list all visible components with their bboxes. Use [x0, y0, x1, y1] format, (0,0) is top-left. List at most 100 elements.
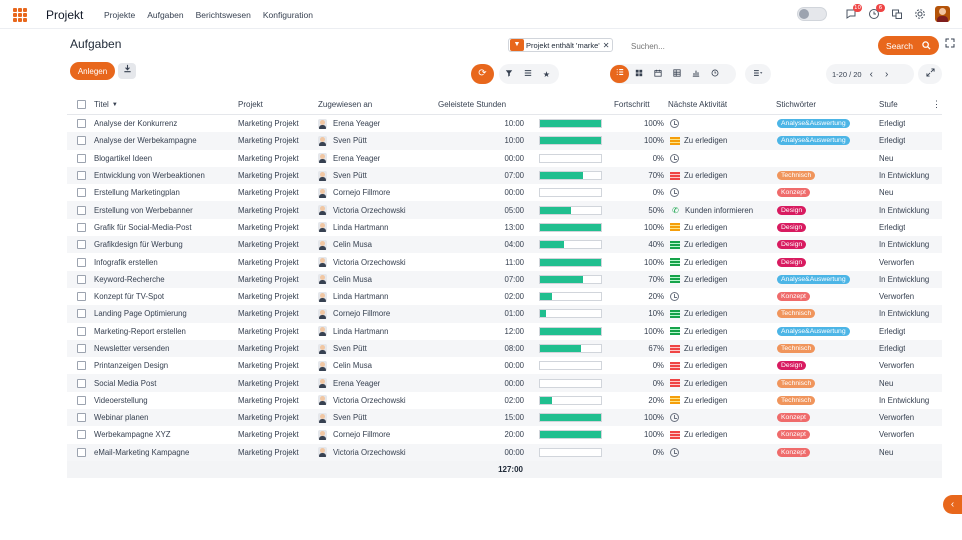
dark-mode-toggle[interactable] — [797, 7, 827, 21]
next-activity[interactable]: Zu erledigen — [670, 236, 727, 253]
row-checkbox[interactable] — [77, 357, 86, 374]
row-checkbox[interactable] — [77, 236, 86, 253]
column-header-tags[interactable]: Stichwörter — [776, 100, 817, 109]
task-title[interactable]: Landing Page Optimierung — [94, 309, 187, 319]
optional-columns-toggle[interactable] — [745, 64, 771, 84]
table-row[interactable]: Grafik für Social-Media-Post Marketing Pr… — [67, 219, 942, 236]
task-title[interactable]: eMail-Marketing Kampagne — [94, 447, 190, 457]
table-row[interactable]: Videoerstellung Marketing Projekt Victoria… — [67, 392, 942, 409]
next-activity[interactable]: Zu erledigen — [670, 426, 727, 443]
column-options-icon[interactable]: ⋮ — [932, 99, 941, 109]
row-checkbox[interactable] — [77, 323, 86, 340]
next-activity[interactable] — [670, 184, 683, 201]
kanban-view-icon[interactable] — [629, 69, 648, 79]
next-activity[interactable]: Zu erledigen — [670, 374, 727, 391]
next-activity[interactable]: Zu erledigen — [670, 323, 727, 340]
list-view-icon[interactable] — [610, 65, 629, 83]
column-header-activity[interactable]: Nächste Aktivität — [668, 100, 728, 109]
task-title[interactable]: Konzept für TV-Spot — [94, 292, 165, 302]
next-activity[interactable] — [670, 150, 683, 167]
next-activity[interactable] — [670, 444, 683, 461]
menu-item-konfiguration[interactable]: Konfiguration — [262, 10, 313, 20]
app-grid-icon[interactable] — [13, 8, 27, 22]
task-title[interactable]: Newsletter versenden — [94, 344, 170, 353]
row-checkbox[interactable] — [77, 253, 86, 270]
row-checkbox[interactable] — [77, 167, 86, 184]
next-activity[interactable]: Zu erledigen — [670, 167, 727, 184]
table-row[interactable]: Marketing-Report erstellen Marketing Proj… — [67, 323, 942, 340]
table-row[interactable]: Landing Page Optimierung Marketing Projek… — [67, 305, 942, 323]
next-activity[interactable]: Zu erledigen — [670, 253, 727, 270]
row-checkbox[interactable] — [77, 374, 86, 391]
activity-clock-icon[interactable]: 6 — [867, 4, 885, 21]
next-activity[interactable]: Zu erledigen — [670, 357, 727, 374]
column-header-hours[interactable]: Geleistete Stunden — [438, 100, 507, 109]
column-header-title[interactable]: Titel ▼ — [94, 95, 118, 114]
user-avatar[interactable] — [935, 6, 950, 22]
search-input[interactable] — [631, 39, 871, 53]
schedule-activity-icon[interactable] — [670, 119, 679, 129]
row-checkbox[interactable] — [77, 219, 86, 236]
next-activity[interactable]: Zu erledigen — [670, 392, 727, 409]
task-title[interactable]: Infografik erstellen — [94, 257, 158, 267]
task-title[interactable]: Erstellung Marketingplan — [94, 188, 180, 198]
next-activity[interactable] — [670, 409, 683, 426]
schedule-activity-icon[interactable] — [670, 447, 679, 457]
task-title[interactable]: Marketing-Report erstellen — [94, 326, 186, 336]
side-panel-toggle-icon[interactable]: ‹ — [943, 495, 962, 514]
table-row[interactable]: eMail-Marketing Kampagne Marketing Projek… — [67, 443, 942, 461]
menu-item-projekte[interactable]: Projekte — [104, 10, 136, 20]
refresh-icon[interactable]: ⟳ — [471, 64, 494, 84]
table-row[interactable]: Werbekampagne XYZ Marketing Projekt Cornej… — [67, 426, 942, 443]
task-title[interactable]: Social Media Post — [94, 378, 157, 388]
activity-view-icon[interactable] — [705, 69, 724, 79]
table-row[interactable]: Infografik erstellen Marketing Projekt Vic… — [67, 253, 942, 270]
table-row[interactable]: Analyse der Konkurrenz Marketing Projekt E… — [67, 115, 942, 132]
calendar-view-icon[interactable] — [648, 69, 667, 79]
schedule-activity-icon[interactable] — [670, 413, 679, 423]
column-header-progress[interactable]: Fortschritt — [614, 100, 650, 109]
task-title[interactable]: Videoerstellung — [94, 395, 148, 405]
menu-item-berichtswesen[interactable]: Berichtswesen — [195, 10, 251, 20]
row-checkbox[interactable] — [77, 150, 86, 167]
search-button[interactable]: Search — [878, 36, 939, 55]
select-all-checkbox[interactable] — [77, 95, 86, 114]
row-checkbox[interactable] — [77, 184, 86, 201]
table-row[interactable]: Grafikdesign für Werbung Marketing Projek… — [67, 236, 942, 254]
pager-range[interactable]: 1-20 / 20 — [832, 69, 862, 79]
row-checkbox[interactable] — [77, 305, 86, 322]
favorites-star-icon[interactable]: ★ — [542, 69, 551, 79]
table-row[interactable]: Analyse der Werbekampagne Marketing Proje… — [67, 132, 942, 150]
task-title[interactable]: Keyword-Recherche — [94, 274, 165, 284]
next-activity[interactable]: Zu erledigen — [670, 132, 727, 149]
column-header-project[interactable]: Projekt — [238, 100, 263, 109]
row-checkbox[interactable] — [77, 271, 86, 288]
table-row[interactable]: Erstellung von Werbebanner Marketing Proj… — [67, 201, 942, 219]
task-title[interactable]: Grafik für Social-Media-Post — [94, 222, 192, 232]
table-row[interactable]: Printanzeigen Design Marketing Projekt Cel… — [67, 357, 942, 374]
columns-menu-icon[interactable] — [745, 69, 771, 79]
new-button[interactable]: Anlegen — [70, 62, 115, 80]
table-row[interactable]: Konzept für TV-Spot Marketing Projekt Lind… — [67, 288, 942, 305]
next-activity[interactable]: ✆ Kunden informieren — [670, 201, 753, 218]
group-by-icon[interactable] — [518, 69, 537, 79]
pager-prev-icon[interactable]: ‹ — [869, 68, 873, 80]
next-activity[interactable] — [670, 115, 683, 132]
table-row[interactable]: Blogartikel Ideen Marketing Projekt Erena … — [67, 150, 942, 167]
row-checkbox[interactable] — [77, 288, 86, 305]
task-title[interactable]: Analyse der Werbekampagne — [94, 136, 197, 146]
settings-gear-icon[interactable] — [913, 8, 926, 21]
fullscreen-icon[interactable] — [945, 38, 959, 52]
table-row[interactable]: Webinar planen Marketing Projekt Sven Pütt… — [67, 409, 942, 427]
pager-next-icon[interactable]: › — [884, 68, 889, 80]
row-checkbox[interactable] — [77, 340, 86, 357]
task-title[interactable]: Werbekampagne XYZ — [94, 430, 171, 440]
table-row[interactable]: Social Media Post Marketing Projekt Erena … — [67, 374, 942, 392]
row-checkbox[interactable] — [77, 426, 86, 443]
schedule-activity-icon[interactable] — [670, 188, 679, 198]
task-title[interactable]: Erstellung von Werbebanner — [94, 205, 193, 215]
task-title[interactable]: Webinar planen — [94, 413, 149, 423]
task-title[interactable]: Grafikdesign für Werbung — [94, 240, 183, 250]
table-row[interactable]: Keyword-Recherche Marketing Projekt Celin … — [67, 270, 942, 288]
table-row[interactable]: Entwicklung von Werbeaktionen Marketing P… — [67, 166, 942, 185]
